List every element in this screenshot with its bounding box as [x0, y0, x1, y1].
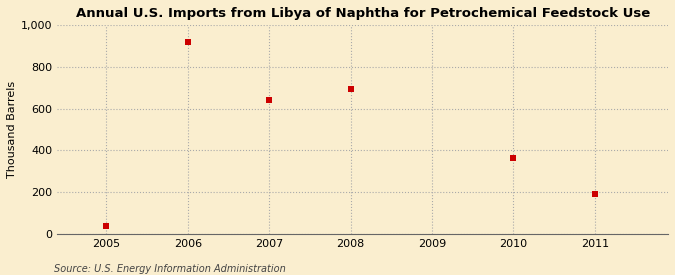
- Text: Source: U.S. Energy Information Administration: Source: U.S. Energy Information Administ…: [54, 264, 286, 274]
- Point: [345, 87, 356, 92]
- Point: [589, 192, 600, 196]
- Point: [182, 39, 193, 44]
- Title: Annual U.S. Imports from Libya of Naphtha for Petrochemical Feedstock Use: Annual U.S. Imports from Libya of Naphth…: [76, 7, 650, 20]
- Point: [264, 98, 275, 102]
- Point: [508, 156, 519, 160]
- Point: [101, 223, 112, 228]
- Y-axis label: Thousand Barrels: Thousand Barrels: [7, 81, 17, 178]
